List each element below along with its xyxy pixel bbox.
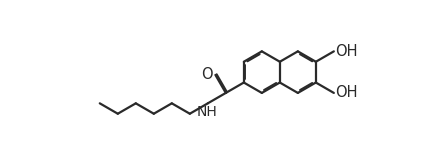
Text: OH: OH — [335, 44, 357, 59]
Text: OH: OH — [335, 85, 357, 100]
Text: NH: NH — [196, 105, 217, 119]
Text: O: O — [200, 67, 212, 82]
